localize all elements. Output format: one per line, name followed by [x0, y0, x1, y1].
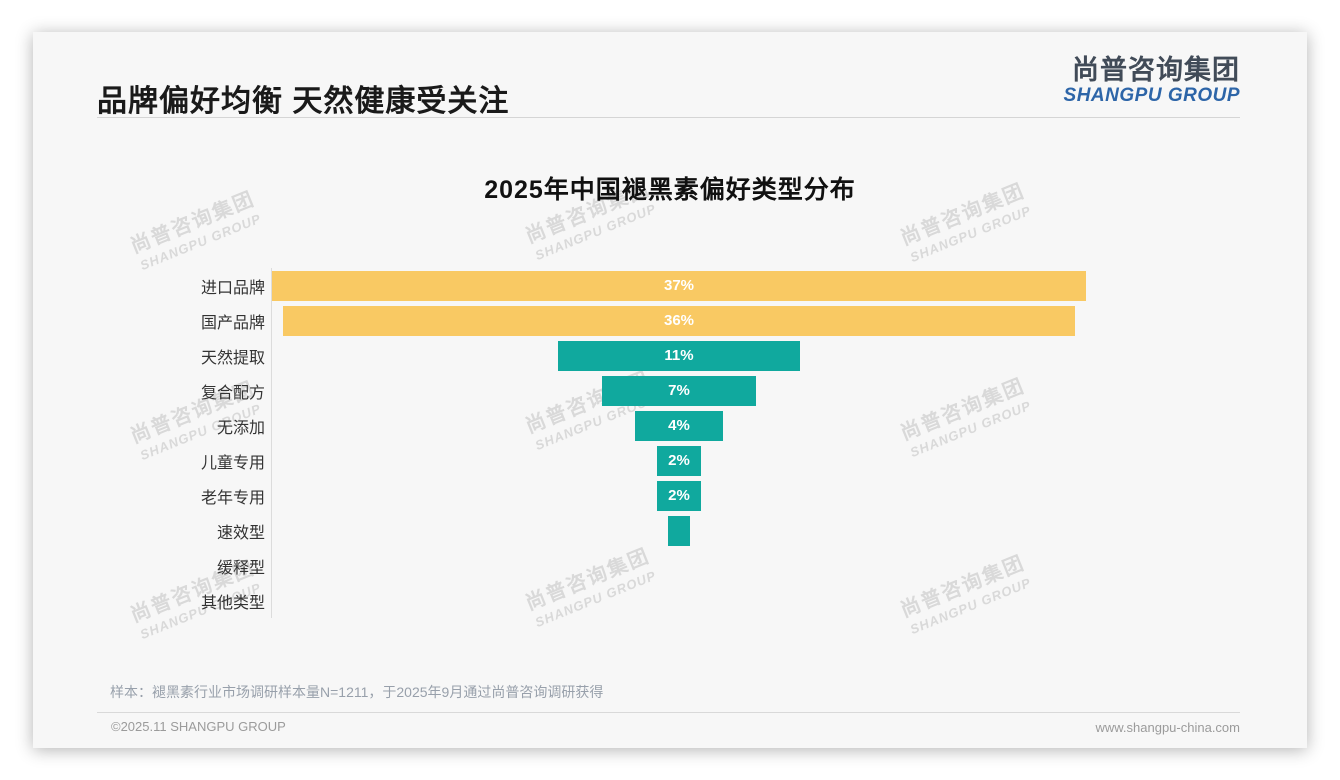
bar [668, 515, 690, 546]
row-plot-area: 11% [271, 338, 1086, 373]
row-plot-area [271, 513, 1086, 548]
chart-row: 其他类型 [33, 583, 1086, 618]
category-label: 速效型 [216, 524, 265, 542]
website-url: www.shangpu-china.com [1095, 720, 1240, 735]
chart-row: 天然提取 11% [33, 338, 1086, 373]
row-plot-area: 7% [271, 373, 1086, 408]
chart-row: 儿童专用 2% [33, 443, 1086, 478]
row-plot-area: 4% [271, 408, 1086, 443]
category-label: 进口品牌 [200, 279, 265, 297]
chart-row: 进口品牌 37% [33, 268, 1086, 303]
category-label: 国产品牌 [200, 314, 265, 332]
copyright-text: ©2025.11 SHANGPU GROUP [111, 719, 286, 734]
bar-value-label: 37% [663, 277, 695, 294]
category-label: 天然提取 [200, 349, 265, 367]
footer-divider [97, 712, 1240, 713]
bar-value-label: 11% [664, 347, 694, 364]
row-plot-area: 2% [271, 478, 1086, 513]
logo-english-name: SHANGPU GROUP [1063, 84, 1240, 106]
chart-title: 2025年中国褪黑素偏好类型分布 [484, 176, 856, 204]
company-logo: 尚普咨询集团 SHANGPU GROUP [1063, 55, 1240, 107]
bar: 37% [272, 270, 1086, 301]
row-plot-area: 37% [271, 268, 1086, 303]
bar: 7% [602, 375, 756, 406]
category-label: 儿童专用 [200, 454, 265, 472]
page-title: 品牌偏好均衡 天然健康受关注 [97, 85, 510, 118]
bar-value-label: 36% [663, 312, 695, 329]
chart-row: 复合配方 7% [33, 373, 1086, 408]
category-label: 复合配方 [200, 384, 265, 402]
slide-card: 尚普咨询集团 SHANGPU GROUP 尚普咨询集团 SHANGPU GROUP 尚普… [33, 32, 1307, 748]
bar-value-label: 2% [668, 452, 690, 469]
logo-chinese-name: 尚普咨询集团 [1072, 55, 1240, 85]
row-plot-area [271, 548, 1086, 583]
slide-content: 品牌偏好均衡 天然健康受关注 尚普咨询集团 SHANGPU GROUP 2025… [33, 32, 1307, 748]
title-divider [97, 117, 1240, 118]
chart-row: 速效型 [33, 513, 1086, 548]
chart: 进口品牌 37% 国产品牌 36% 天然提取 11% 复合配方 7% 无添加 4% 儿童专用 2% 老年… [33, 268, 1086, 618]
bar-value-label: 4% [668, 417, 690, 434]
row-plot-area: 2% [271, 443, 1086, 478]
category-label: 无添加 [216, 419, 265, 437]
chart-row: 无添加 4% [33, 408, 1086, 443]
category-label: 其他类型 [200, 594, 265, 612]
bar: 2% [657, 480, 701, 511]
row-plot-area: 36% [271, 303, 1086, 338]
sample-note: 样本：褪黑素行业市场调研样本量N=1211，于2025年9月通过尚普咨询调研获得 [110, 684, 604, 700]
bar-value-label: 2% [668, 487, 690, 504]
bar: 11% [558, 340, 800, 371]
bar-value-label: 7% [668, 382, 690, 399]
chart-row: 国产品牌 36% [33, 303, 1086, 338]
category-label: 缓释型 [216, 559, 265, 577]
chart-row: 缓释型 [33, 548, 1086, 583]
row-plot-area [271, 583, 1086, 618]
chart-row: 老年专用 2% [33, 478, 1086, 513]
category-label: 老年专用 [200, 489, 265, 507]
bar: 2% [657, 445, 701, 476]
bar: 4% [635, 410, 723, 441]
bar: 36% [283, 305, 1075, 336]
